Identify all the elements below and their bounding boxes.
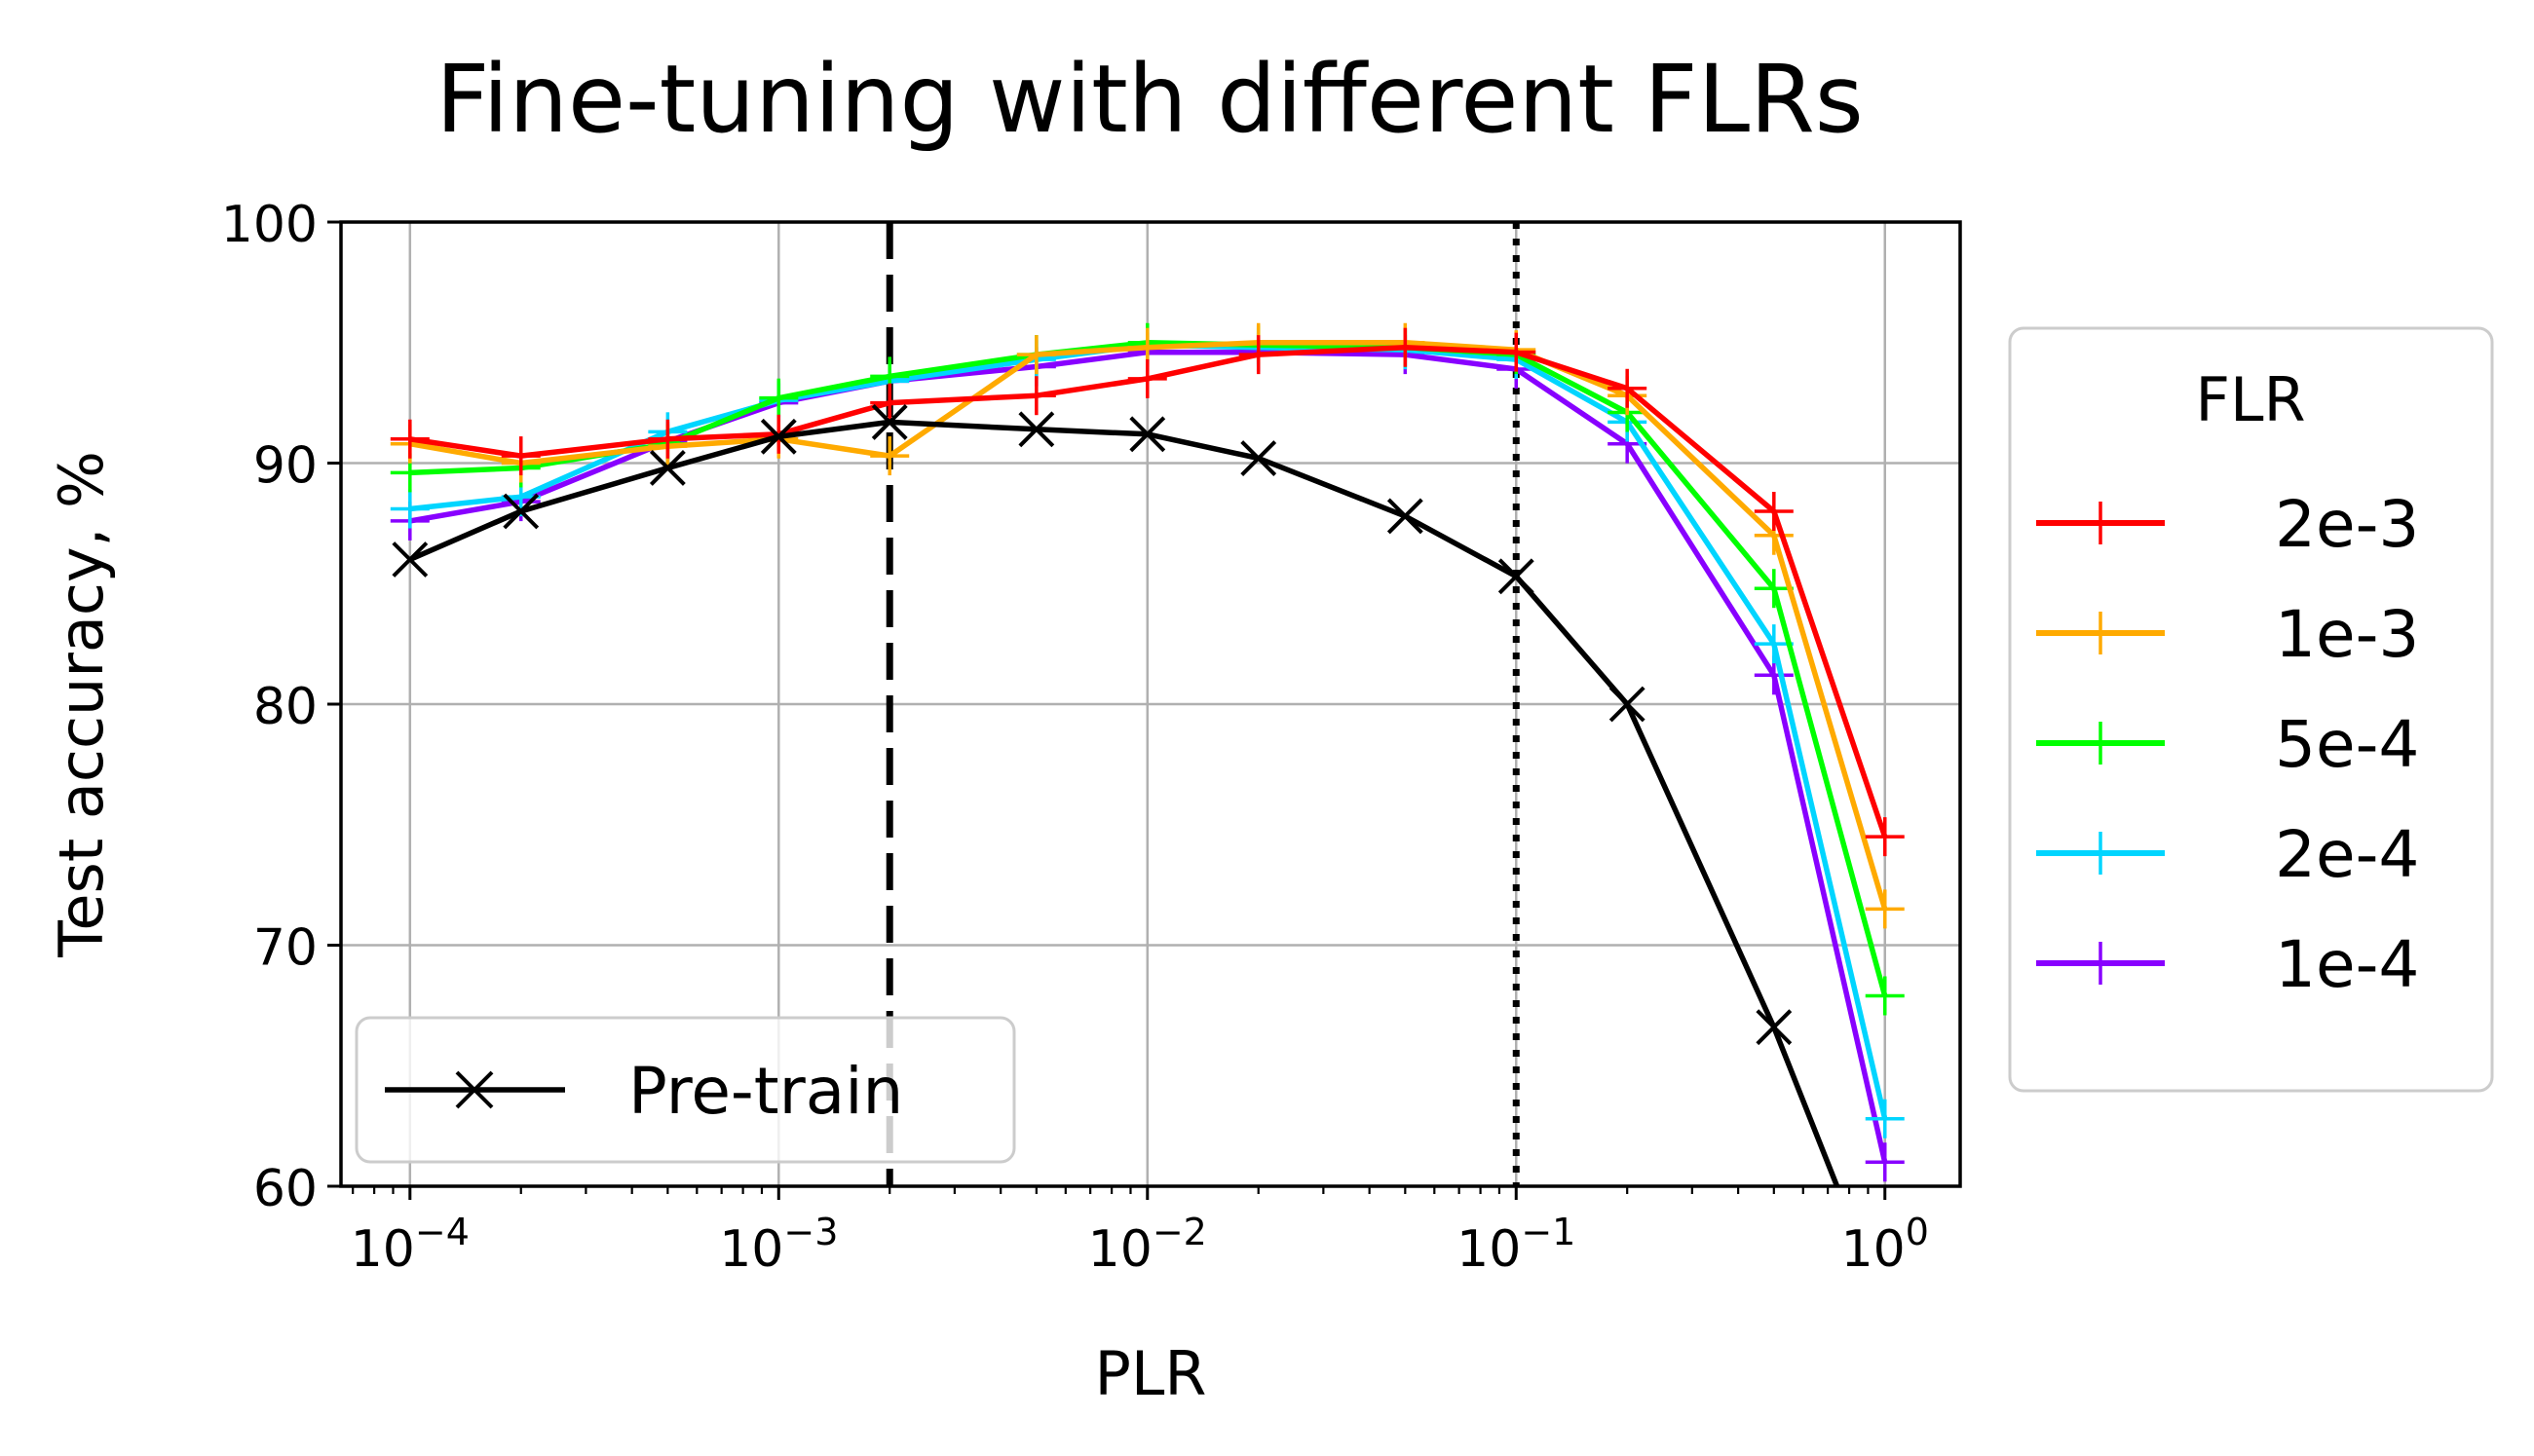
legend-entry-2e-4: 2e-4 bbox=[2036, 817, 2419, 892]
legend-marker bbox=[2079, 612, 2122, 654]
x-tick-label: 10−3 bbox=[719, 1211, 838, 1279]
flr-legend-title: FLR bbox=[2195, 364, 2305, 435]
data-point bbox=[1386, 498, 1423, 535]
data-point bbox=[648, 419, 688, 459]
legend-label: 2e-4 bbox=[2275, 817, 2419, 892]
data-point bbox=[1608, 686, 1645, 723]
data-point bbox=[1865, 1142, 1905, 1182]
data-point bbox=[1865, 1099, 1905, 1139]
y-tick-label: 70 bbox=[253, 919, 318, 978]
axis-ticks: 60 70 80 90 100 10−4 10−3 10−2 10−1 100 bbox=[221, 196, 1929, 1279]
data-point bbox=[1016, 376, 1056, 416]
legend-entry-1e-3: 1e-3 bbox=[2036, 597, 2419, 672]
legend-entry-2e-3: 2e-3 bbox=[2036, 487, 2419, 562]
data-point bbox=[1127, 358, 1167, 398]
legend-label: 1e-3 bbox=[2275, 597, 2419, 672]
pretrain-legend: Pre-train bbox=[355, 1016, 1016, 1164]
legend-label: 5e-4 bbox=[2275, 707, 2419, 782]
data-point bbox=[1865, 817, 1905, 857]
data-point bbox=[1385, 327, 1425, 367]
series-layer bbox=[390, 322, 1905, 1324]
y-tick-label: 80 bbox=[253, 678, 318, 736]
x-axis-label: PLR bbox=[1094, 1338, 1206, 1409]
x-tick-label: 10−1 bbox=[1456, 1211, 1575, 1279]
data-point bbox=[390, 419, 430, 459]
legend-marker bbox=[2079, 942, 2122, 985]
data-point bbox=[392, 541, 429, 578]
data-point bbox=[1018, 411, 1055, 448]
data-point bbox=[1869, 1290, 1902, 1324]
y-tick-label: 90 bbox=[253, 437, 318, 496]
data-point bbox=[870, 436, 910, 476]
data-point bbox=[1865, 889, 1905, 929]
data-point bbox=[871, 404, 908, 440]
data-point bbox=[1129, 416, 1166, 453]
legend-entry-pretrain: Pre-train bbox=[385, 1054, 903, 1129]
data-point bbox=[759, 378, 799, 418]
data-point bbox=[649, 450, 686, 486]
y-tick-label: 60 bbox=[253, 1160, 318, 1218]
data-point bbox=[1754, 492, 1794, 531]
data-point bbox=[1016, 335, 1056, 375]
data-point bbox=[760, 418, 797, 455]
data-point bbox=[1756, 1009, 1793, 1046]
x-tick-label: 10−4 bbox=[351, 1211, 470, 1279]
legend-label: 1e-4 bbox=[2275, 927, 2419, 1002]
data-point bbox=[1496, 332, 1536, 372]
data-point bbox=[503, 493, 540, 530]
legend-marker bbox=[2079, 722, 2122, 765]
y-axis-label: Test accuracy, % bbox=[46, 451, 117, 958]
flr-legend: FLR 2e-3 1e-3 5e-4 2e-4 1e-4 bbox=[2008, 326, 2494, 1093]
flr-legend-box bbox=[2008, 326, 2494, 1093]
legend-marker bbox=[2079, 502, 2122, 544]
data-point bbox=[1497, 558, 1534, 595]
data-point bbox=[390, 489, 430, 529]
data-point bbox=[870, 383, 910, 423]
data-point bbox=[1607, 368, 1647, 408]
x-tick-label: 10−2 bbox=[1088, 1211, 1207, 1279]
data-point bbox=[501, 436, 541, 476]
legend-label: 2e-3 bbox=[2275, 487, 2419, 562]
y-tick-label: 100 bbox=[221, 196, 318, 254]
pretrain-legend-box bbox=[355, 1016, 1016, 1164]
legend-entry-1e-4: 1e-4 bbox=[2036, 927, 2419, 1002]
data-point bbox=[1865, 976, 1905, 1016]
x-tick-label: 100 bbox=[1841, 1211, 1929, 1279]
legend-marker bbox=[2079, 832, 2122, 875]
chart-title: Fine-tuning with different FLRs bbox=[435, 45, 1864, 154]
legend-label: Pre-train bbox=[628, 1054, 903, 1129]
series-2e-3 bbox=[390, 327, 1905, 857]
legend-marker bbox=[455, 1070, 494, 1109]
data-point bbox=[1238, 335, 1278, 375]
data-point bbox=[1240, 440, 1277, 476]
series-Pre-train bbox=[392, 404, 1902, 1324]
legend-entry-5e-4: 5e-4 bbox=[2036, 707, 2419, 782]
